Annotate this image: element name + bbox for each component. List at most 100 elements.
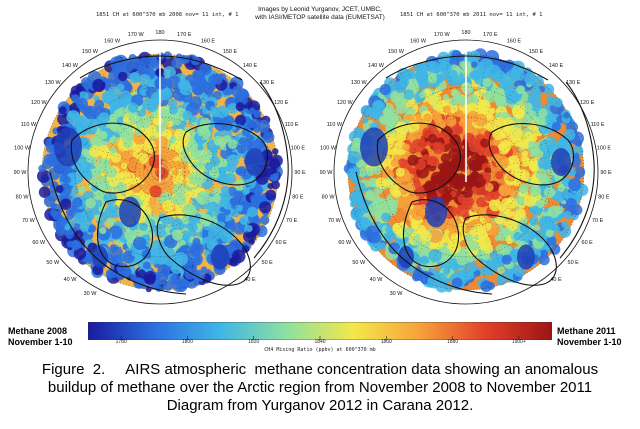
credit-line-2: with IASI/METOP satellite data (EUMETSAT… [255,14,385,21]
label-2011-line2: November 1-10 [557,337,622,347]
image-credit: Images by Leonid Yurganov, JCET, UMBC, w… [220,6,420,22]
longitude-label: 40 W [64,277,78,283]
longitude-label: 120 E [580,100,595,106]
low-methane-patch [245,148,265,176]
low-methane-patch [211,244,229,270]
map-2011: 180 170 W 160 W 150 W 140 W 130 W 120 W 110 W 10… [316,22,616,322]
colorbar-tick-label: 1900+ [511,339,526,345]
longitude-label: 140 E [549,63,564,69]
outer-rim [333,39,599,305]
longitude-label: 90 E [294,170,306,176]
longitude-label: 50 E [568,260,580,266]
longitude-label: 70 W [328,218,342,224]
low-methane-patch [517,244,535,270]
longitude-label: 170 E [177,32,192,38]
longitude-label: 100 E [291,146,306,152]
low-methane-patch [551,148,571,176]
longitude-label: 60 W [32,240,46,246]
longitude-label: 50 E [262,260,274,266]
low-methane-patch [92,245,108,269]
right-map-title: 1851 CH at 600^370 mb 2011 nov= 11 int, … [400,12,543,18]
longitude-label: 40 E [244,277,256,283]
colorbar-tick-label: 1800 [181,339,193,345]
longitude-label: 50 W [352,260,366,266]
longitude-label: 120 W [337,100,354,106]
longitude-label: 130 E [566,80,581,86]
longitude-label: 60 E [582,240,594,246]
longitude-label: 160 W [104,38,121,44]
longitude-label: 80 E [292,194,304,200]
label-2008-line2: November 1-10 [8,337,73,347]
longitude-label: 110 W [327,122,343,128]
longitude-label: 160 W [410,38,427,44]
label-2008: Methane 2008 November 1-10 [8,326,73,348]
outer-rim [27,39,293,305]
longitude-label: 170 W [434,32,451,38]
longitude-label: 110 W [21,122,37,128]
polar-map-2011: 180 170 W 160 W 150 W 140 W 130 W 120 W 110 W 10… [320,30,612,305]
colorbar-tick-label: 1780 [115,339,127,345]
colorbar-tick-label: 1860 [380,339,392,345]
longitude-label: 100 W [320,146,337,152]
longitude-label: 150 E [223,49,238,55]
longitude-label: 160 E [201,38,216,44]
caption-line-3: Diagram from Yurganov 2012 in Carana 201… [166,397,474,414]
longitude-label: 70 E [592,218,604,224]
polar-map-2008: 180 170 W 160 W 150 W 140 W 130 W 120 W 110 W 10… [14,30,306,305]
longitude-label: 70 W [22,218,36,224]
longitude-label: 160 E [507,38,522,44]
longitude-label: 150 E [529,49,544,55]
left-map-title: 1851 CH at 600^370 mb 2008 nov= 11 int, … [96,12,239,18]
colorbar-caption: CH4 Mixing Ratio (ppbv) at 600^370 mb [264,347,376,353]
caption-line-2: buildup of methane over the Arctic regio… [47,379,593,396]
longitude-label: 140 W [368,63,385,69]
longitude-label: 40 W [370,277,384,283]
map-2008: 180 170 W 160 W 150 W 140 W 130 W 120 W 110 W 10… [10,22,310,322]
longitude-label: 120 W [31,100,48,106]
longitude-label: 130 W [45,80,62,86]
longitude-label: 30 W [390,291,404,297]
longitude-label: 110 E [285,122,299,128]
low-methane-patch [54,127,82,167]
longitude-label: 100 E [597,146,612,152]
longitude-label: 90 W [14,170,28,176]
colorbar-tick-label: 1840 [314,339,326,345]
credit-line-1: Images by Leonid Yurganov, JCET, UMBC, [258,6,382,13]
longitude-label: 180 [155,30,164,36]
longitude-label: 170 E [483,32,498,38]
longitude-label: 110 E [591,122,605,128]
label-2011-line1: Methane 2011 [557,326,616,336]
colorbar-tick-label: 1880 [447,339,459,345]
figure-caption: Figure 2. AIRS atmospheric methane conce… [0,361,640,415]
longitude-label: 80 E [598,194,610,200]
longitude-label: 80 W [16,194,30,200]
longitude-label: 170 W [128,32,145,38]
longitude-label: 90 W [320,170,334,176]
colorbar-gradient [88,322,552,340]
label-2008-line1: Methane 2008 [8,326,68,336]
longitude-label: 140 W [62,63,79,69]
longitude-label: 80 W [322,194,336,200]
longitude-label: 30 W [84,291,98,297]
longitude-label: 130 E [260,80,275,86]
longitude-label: 60 E [276,240,288,246]
longitude-label: 130 W [351,80,368,86]
longitude-label: 70 E [286,218,298,224]
longitude-label: 140 E [243,63,258,69]
longitude-label: 150 W [388,49,405,55]
longitude-label: 40 E [550,277,562,283]
low-methane-patch [360,127,388,167]
methane-colorbar [88,322,552,340]
longitude-label: 90 E [600,170,612,176]
caption-line-1: Figure 2. AIRS atmospheric methane conce… [41,361,599,378]
longitude-label: 180 [461,30,470,36]
longitude-label: 100 W [14,146,31,152]
low-methane-patch [398,245,414,269]
longitude-label: 50 W [46,260,60,266]
colorbar-tick-label: 1820 [248,339,260,345]
longitude-label: 60 W [338,240,352,246]
longitude-label: 150 W [82,49,99,55]
methane-field [37,51,283,293]
label-2011: Methane 2011 November 1-10 [557,326,622,348]
longitude-label: 120 E [274,100,289,106]
